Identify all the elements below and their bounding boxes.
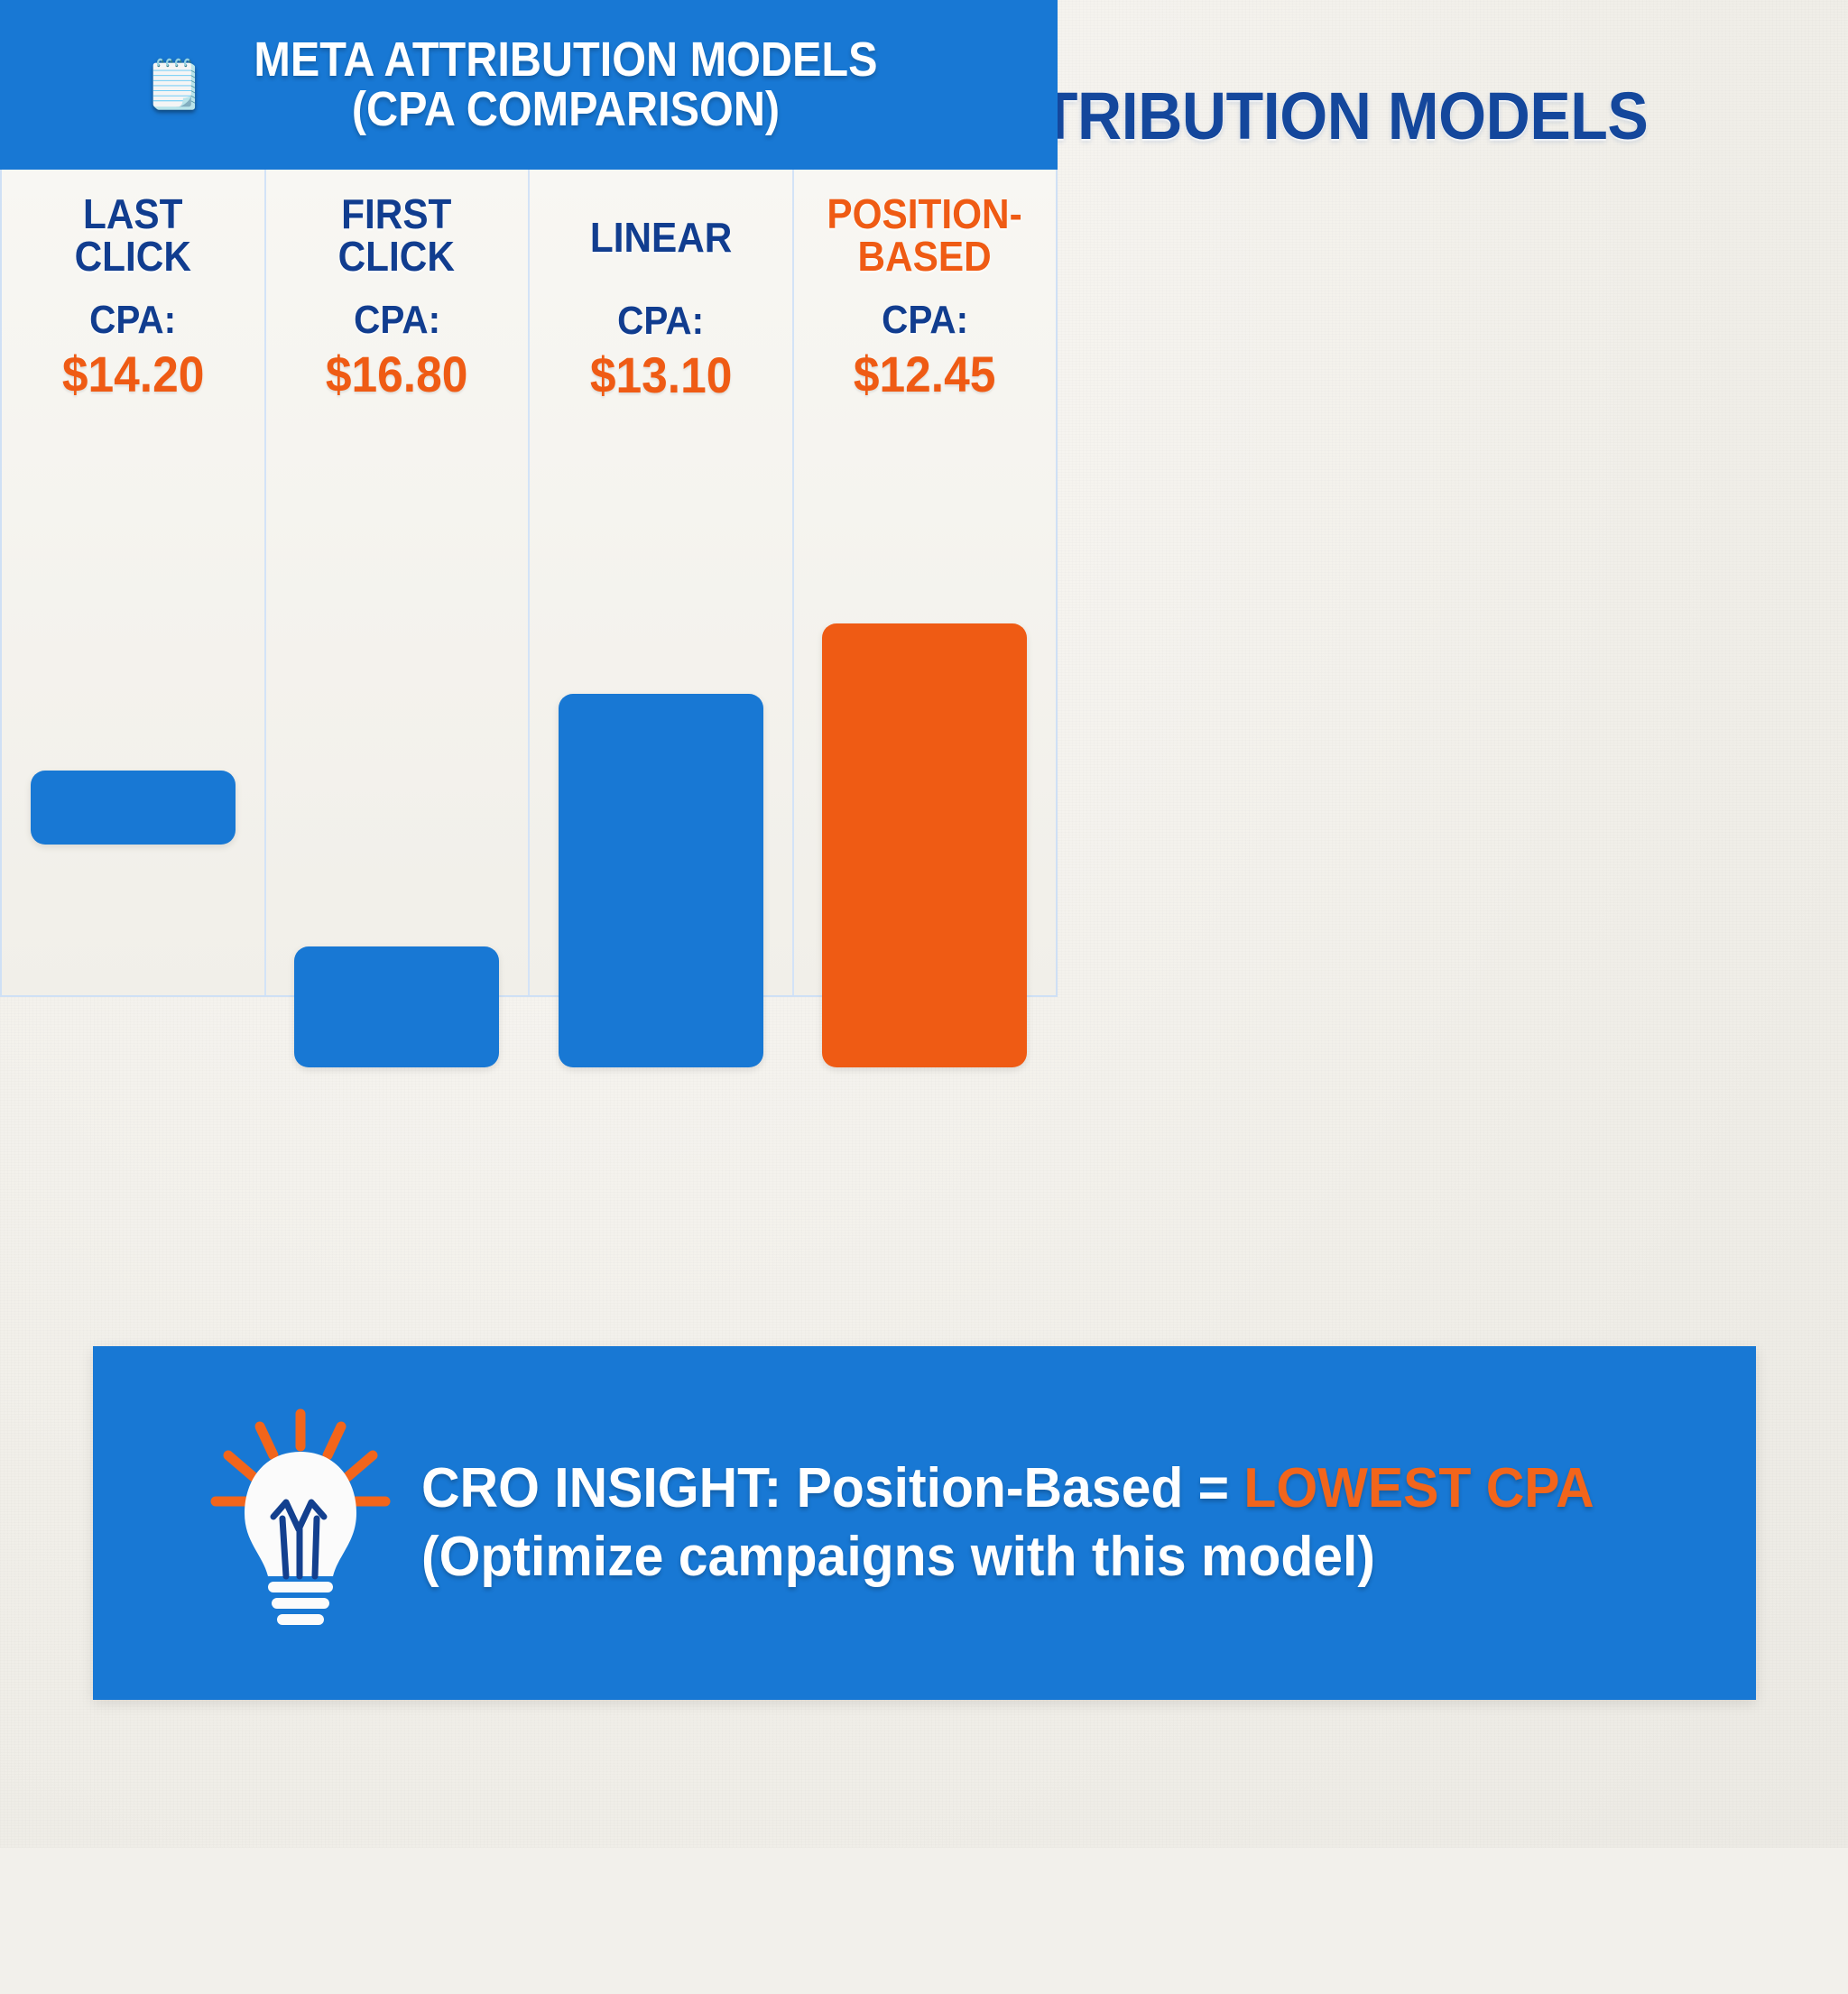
attribution-header-line1: META ATTRIBUTION MODELS <box>254 32 878 87</box>
lightbulb-icon <box>210 1408 391 1639</box>
cro-insight-banner: CRO INSIGHT: Position-Based = LOWEST CPA… <box>93 1346 1756 1700</box>
bar-zone <box>266 170 529 1067</box>
bar-zone <box>530 170 792 1067</box>
attribution-models-header: 🗒️ META ATTRIBUTION MODELS (CPA COMPARIS… <box>0 0 1058 170</box>
insight-highlight: LOWEST CPA <box>1243 1457 1594 1520</box>
insight-prefix: CRO INSIGHT: Position-Based = <box>421 1457 1244 1520</box>
cro-insight-text: CRO INSIGHT: Position-Based = LOWEST CPA… <box>421 1454 1594 1591</box>
attribution-bar-chart: LAST CLICK CPA: $14.20 FIRST CLICK CPA: $1… <box>0 170 1058 1067</box>
bar-linear <box>558 694 763 1067</box>
clipboard-icon: 🗒️ <box>144 59 204 111</box>
attribution-header-line2: (CPA COMPARISON) <box>352 82 781 136</box>
bar-zone <box>2 170 264 995</box>
bar-position-based <box>822 623 1028 1067</box>
model-column-position-based[interactable]: POSITION- BASED CPA: $12.45 <box>794 170 1057 1067</box>
model-column-linear[interactable]: LINEAR CPA: $13.10 <box>530 170 794 1067</box>
bar-zone <box>794 170 1057 1067</box>
insight-line2: (Optimize campaigns with this model) <box>421 1526 1376 1588</box>
model-column-last-click[interactable]: LAST CLICK CPA: $14.20 <box>2 170 266 995</box>
model-column-first-click[interactable]: FIRST CLICK CPA: $16.80 <box>266 170 530 1067</box>
bar-first-click <box>294 946 500 1067</box>
attribution-models-header-text: META ATTRIBUTION MODELS (CPA COMPARISON) <box>254 32 878 136</box>
bar-last-click <box>30 771 236 845</box>
